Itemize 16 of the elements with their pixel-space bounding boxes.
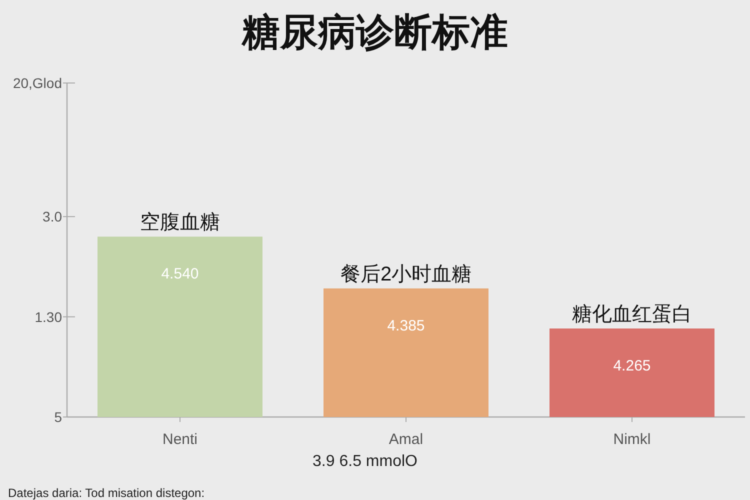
data-label: 4.385 — [387, 317, 425, 334]
text: 20,Glod — [12, 75, 62, 91]
annotation: 糖化血红蛋白 — [572, 303, 692, 326]
x-axis-title: 3.9 6.5 mmolO — [312, 453, 418, 470]
text: Datejas daria: Tod misation distegon: — [8, 486, 205, 500]
x-tick-label: Amal — [388, 431, 424, 448]
text: 1.30 — [34, 308, 62, 325]
chart-title: 糖尿病诊断标准 — [241, 12, 508, 54]
data-label: 4.540 — [161, 266, 199, 283]
data-label: 4.265 — [613, 357, 651, 374]
annotation: 空腹血糖 — [140, 212, 220, 234]
annotation: 餐后2小时血糖 — [340, 263, 472, 286]
text: 5 — [54, 409, 62, 425]
text: 3.0 — [42, 208, 62, 225]
x-tick-label: Nimkl — [613, 431, 651, 448]
x-tick-label: Nenti — [162, 431, 198, 448]
